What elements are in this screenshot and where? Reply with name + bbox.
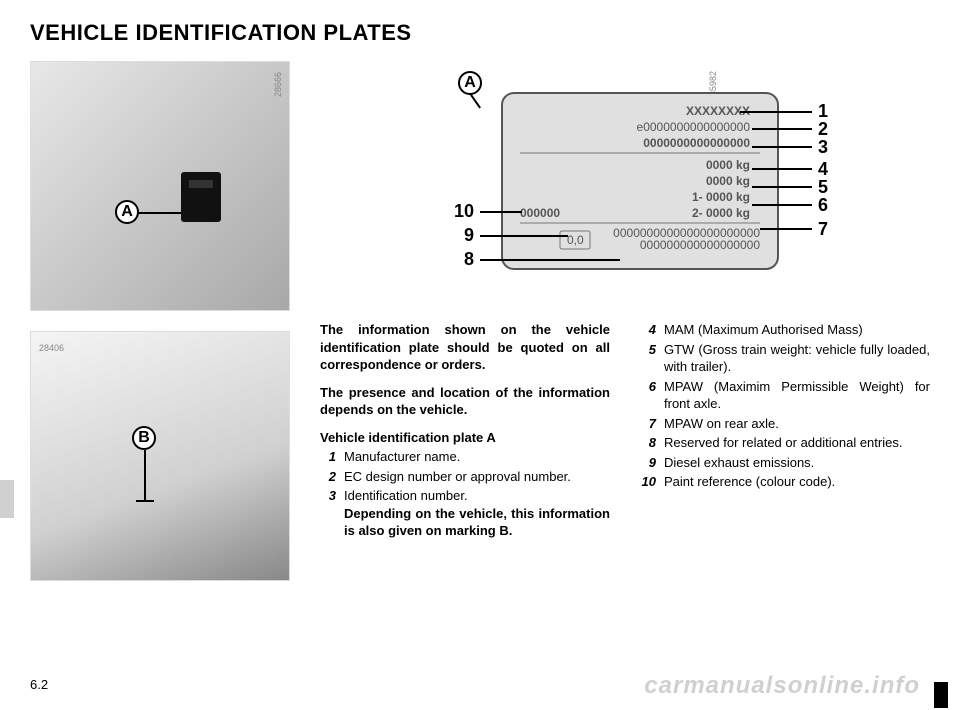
list-item: 7 MPAW on rear axle. — [640, 415, 930, 433]
plate-line-7: 2- 0000 kg — [692, 206, 750, 220]
item-sub: Depending on the vehicle, this informati… — [344, 505, 610, 540]
callout-line — [144, 450, 146, 500]
side-tab — [0, 480, 14, 518]
item-num: 3 — [320, 487, 344, 540]
plate-line-10: 000000 — [520, 206, 560, 220]
lead-line — [752, 128, 812, 130]
item-num: 1 — [320, 448, 344, 466]
marker-a-label: A — [121, 203, 133, 221]
photo-b: 28406 B — [30, 331, 290, 581]
callout-line — [470, 95, 480, 109]
plate-line-5: 0000 kg — [706, 174, 750, 188]
intro-2: The presence and location of the informa… — [320, 384, 610, 419]
list-item: 1 Manufacturer name. — [320, 448, 610, 466]
item-num: 7 — [640, 415, 664, 433]
callout-line — [136, 500, 154, 502]
item-text: Diesel exhaust emissions. — [664, 454, 930, 472]
callout-line — [139, 212, 181, 214]
item-text: Identification number. Depending on the … — [344, 487, 610, 540]
watermark: carmanualsonline.info — [644, 672, 920, 700]
photo-b-id: 28406 — [37, 342, 66, 354]
photo-column: 28666 A 28406 B — [30, 61, 300, 581]
list-heading: Vehicle identification plate A — [320, 430, 496, 445]
corner-tab — [934, 682, 948, 708]
label-7: 7 — [818, 219, 828, 240]
diagram-marker-a-label: A — [464, 74, 476, 92]
item-text: Manufacturer name. — [344, 448, 610, 466]
item-num: 4 — [640, 321, 664, 339]
list-item: 6 MPAW (Maximim Permissible Weight) for … — [640, 378, 930, 413]
lead-line — [760, 228, 812, 230]
page-number: 6.2 — [30, 677, 48, 692]
item-text: EC design number or approval number. — [344, 468, 610, 486]
page-title: VEHICLE IDENTIFICATION PLATES — [30, 20, 930, 46]
diagram-marker-a: A — [458, 71, 482, 95]
item-text: GTW (Gross train weight: vehicle fully l… — [664, 341, 930, 376]
marker-a: A — [115, 200, 139, 224]
item-text: MPAW on rear axle. — [664, 415, 930, 433]
text-col-left: The information shown on the vehicle ide… — [320, 321, 610, 542]
plate-line-9: 0,0 — [567, 233, 584, 247]
label-9: 9 — [464, 225, 474, 246]
item-num: 6 — [640, 378, 664, 413]
lead-line — [752, 168, 812, 170]
intro-1: The information shown on the vehicle ide… — [320, 321, 610, 374]
text-columns: The information shown on the vehicle ide… — [320, 321, 930, 542]
lead-line — [752, 146, 812, 148]
plate-line-4: 0000 kg — [706, 158, 750, 172]
content-area: 28666 A 28406 B 3 5 9 8 2 — [30, 61, 930, 581]
item-text: MAM (Maximum Authorised Mass) — [664, 321, 930, 339]
text-col-right: 4 MAM (Maximum Authorised Mass) 5 GTW (G… — [640, 321, 930, 542]
item-num: 10 — [640, 473, 664, 491]
photo-a: 28666 A — [30, 61, 290, 311]
label-8: 8 — [464, 249, 474, 270]
item-num: 2 — [320, 468, 344, 486]
lead-line — [740, 111, 812, 113]
marker-b-label: B — [138, 429, 150, 447]
lead-line — [752, 204, 812, 206]
item-text: MPAW (Maximim Permissible Weight) for fr… — [664, 378, 930, 413]
list-item: 3 Identification number. Depending on th… — [320, 487, 610, 540]
list-item: 8 Reserved for related or additional ent… — [640, 434, 930, 452]
plate-diagram: 35982 A XXXXXXXX e0000000000000000 00000… — [340, 61, 900, 291]
plate-line-6: 1- 0000 kg — [692, 190, 750, 204]
item-num: 5 — [640, 341, 664, 376]
lead-line — [480, 235, 568, 237]
photo-a-id: 28666 — [273, 72, 283, 97]
lead-line — [480, 259, 620, 261]
plate-location-icon — [181, 172, 221, 222]
label-6: 6 — [818, 195, 828, 216]
marker-b: B — [132, 426, 156, 450]
plate-line-2: e0000000000000000 — [637, 120, 751, 134]
item-num: 8 — [640, 434, 664, 452]
plate-line-3: 0000000000000000 — [643, 136, 750, 150]
lead-line — [752, 186, 812, 188]
plate-line-8b: 000000000000000000 — [640, 238, 760, 252]
list-item: 2 EC design number or approval number. — [320, 468, 610, 486]
label-10: 10 — [454, 201, 474, 222]
list-item: 4 MAM (Maximum Authorised Mass) — [640, 321, 930, 339]
lead-line — [480, 211, 522, 213]
definition-list-right: 4 MAM (Maximum Authorised Mass) 5 GTW (G… — [640, 321, 930, 491]
definition-list-left: 1 Manufacturer name. 2 EC design number … — [320, 448, 610, 540]
item-num: 9 — [640, 454, 664, 472]
item-text: Reserved for related or additional entri… — [664, 434, 930, 452]
item-text: Paint reference (colour code). — [664, 473, 930, 491]
list-item: 9 Diesel exhaust emissions. — [640, 454, 930, 472]
list-item: 5 GTW (Gross train weight: vehicle fully… — [640, 341, 930, 376]
right-area: 3 5 9 8 2 A XXXXXXXX e0000000000000000 00000… — [320, 61, 930, 581]
label-3: 3 — [818, 137, 828, 158]
list-item: 10 Paint reference (colour code). — [640, 473, 930, 491]
plate-svg: XXXXXXXX e0000000000000000 0000000000000… — [500, 91, 780, 271]
